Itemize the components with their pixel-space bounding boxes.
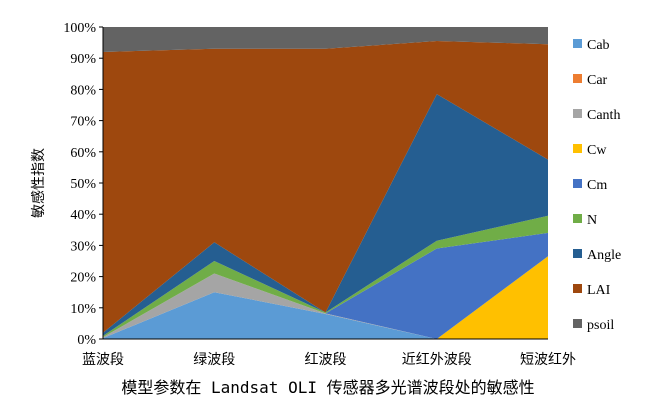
stacked-area-chart: 0% 10% 20% 30% 40% 50% 60% 70% 80% 90% 100% 蓝波段 绿波段… bbox=[30, 21, 621, 368]
figure-caption: 模型参数在 Landsat OLI 传感器多光谱波段处的敏感性 bbox=[121, 378, 535, 397]
area-lai bbox=[103, 41, 548, 333]
x-category-label: 短波红外 bbox=[520, 352, 576, 368]
y-tick-labels: 0% 10% 20% 30% 40% 50% 60% 70% 80% 90% 100% bbox=[63, 21, 103, 348]
x-category-label: 近红外波段 bbox=[402, 352, 472, 368]
legend-label-n: N bbox=[587, 213, 597, 228]
y-tick-label: 70% bbox=[70, 115, 96, 130]
y-axis-label: 敏感性指数 bbox=[30, 148, 47, 218]
y-tick-label: 90% bbox=[70, 52, 96, 67]
area-cw bbox=[103, 256, 548, 339]
legend-label-canth: Canth bbox=[587, 108, 620, 123]
y-tick-label: 10% bbox=[70, 302, 96, 317]
legend-label-psoil: psoil bbox=[587, 318, 614, 333]
y-tick-label: 50% bbox=[70, 177, 96, 192]
legend-label-angle: Angle bbox=[587, 248, 621, 263]
legend-label-cw: Cw bbox=[587, 143, 607, 158]
y-tick-label: 40% bbox=[70, 208, 96, 223]
legend-swatch-cw bbox=[573, 144, 582, 153]
x-category-label: 蓝波段 bbox=[82, 352, 124, 368]
area-layer bbox=[103, 27, 548, 339]
legend-label-car: Car bbox=[587, 73, 608, 88]
x-category-label: 红波段 bbox=[305, 352, 347, 368]
y-tick-label: 80% bbox=[70, 83, 96, 98]
x-category-labels: 蓝波段 绿波段 红波段 近红外波段 短波红外 bbox=[82, 352, 576, 368]
y-tick-label: 100% bbox=[63, 21, 96, 36]
legend-swatch-lai bbox=[573, 284, 582, 293]
legend-label-lai: LAI bbox=[587, 283, 611, 298]
legend: Cab Car Canth Cw Cm N Angle LAI psoil bbox=[573, 38, 621, 333]
legend-swatch-car bbox=[573, 74, 582, 83]
legend-swatch-n bbox=[573, 214, 582, 223]
legend-swatch-angle bbox=[573, 249, 582, 258]
legend-swatch-canth bbox=[573, 109, 582, 118]
legend-label-cab: Cab bbox=[587, 38, 610, 53]
y-tick-label: 30% bbox=[70, 239, 96, 254]
area-n bbox=[103, 215, 548, 338]
area-canth bbox=[103, 273, 548, 339]
y-tick-label: 20% bbox=[70, 271, 96, 286]
legend-swatch-cab bbox=[573, 39, 582, 48]
area-cab bbox=[103, 292, 548, 339]
area-angle bbox=[103, 94, 548, 336]
legend-swatch-psoil bbox=[573, 319, 582, 328]
y-tick-label: 0% bbox=[77, 333, 96, 348]
area-psoil bbox=[103, 27, 548, 52]
x-category-label: 绿波段 bbox=[193, 352, 235, 368]
legend-swatch-cm bbox=[573, 179, 582, 188]
legend-label-cm: Cm bbox=[587, 178, 607, 193]
y-tick-label: 60% bbox=[70, 146, 96, 161]
area-cm bbox=[103, 232, 548, 339]
